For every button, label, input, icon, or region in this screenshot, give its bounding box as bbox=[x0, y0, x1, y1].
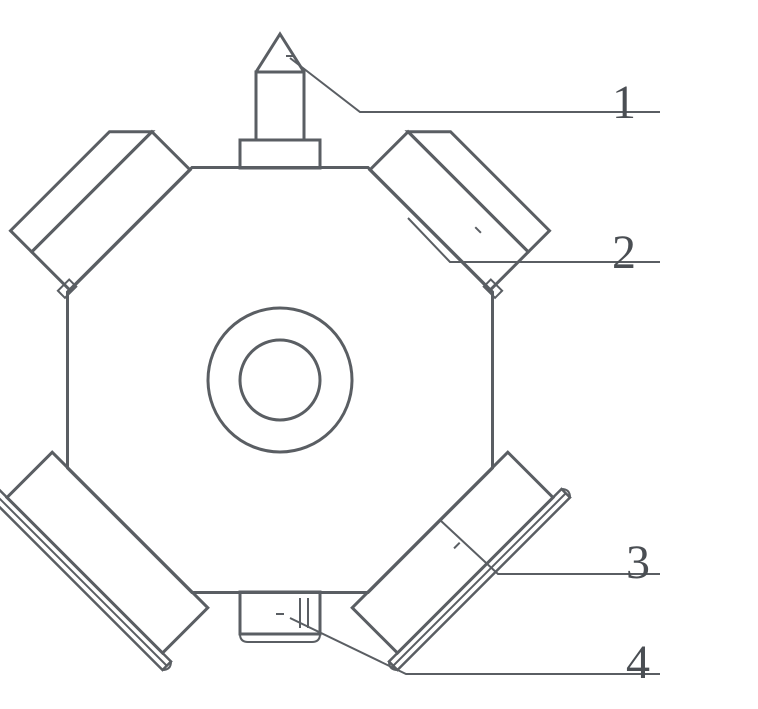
wing-lower-left bbox=[0, 442, 218, 673]
callout-leaders bbox=[290, 58, 660, 674]
hub-circle-outer bbox=[208, 308, 352, 452]
wing-upper-left bbox=[4, 110, 191, 297]
tool-body-group bbox=[0, 34, 572, 672]
leader-1 bbox=[290, 58, 660, 112]
callout-label-2: 2 bbox=[612, 225, 636, 280]
callout-label-1: 1 bbox=[612, 75, 636, 130]
octagon-body bbox=[68, 168, 493, 593]
callout-label-4: 4 bbox=[626, 635, 650, 690]
tool-diagram bbox=[0, 0, 758, 709]
top-pointed-tip bbox=[240, 34, 320, 168]
wing-upper-right bbox=[368, 110, 555, 297]
wing-lower-right bbox=[342, 442, 573, 673]
bottom-stub bbox=[240, 592, 320, 642]
leader-4 bbox=[290, 618, 660, 674]
callout-label-3: 3 bbox=[626, 535, 650, 590]
hub-circle-inner bbox=[240, 340, 320, 420]
